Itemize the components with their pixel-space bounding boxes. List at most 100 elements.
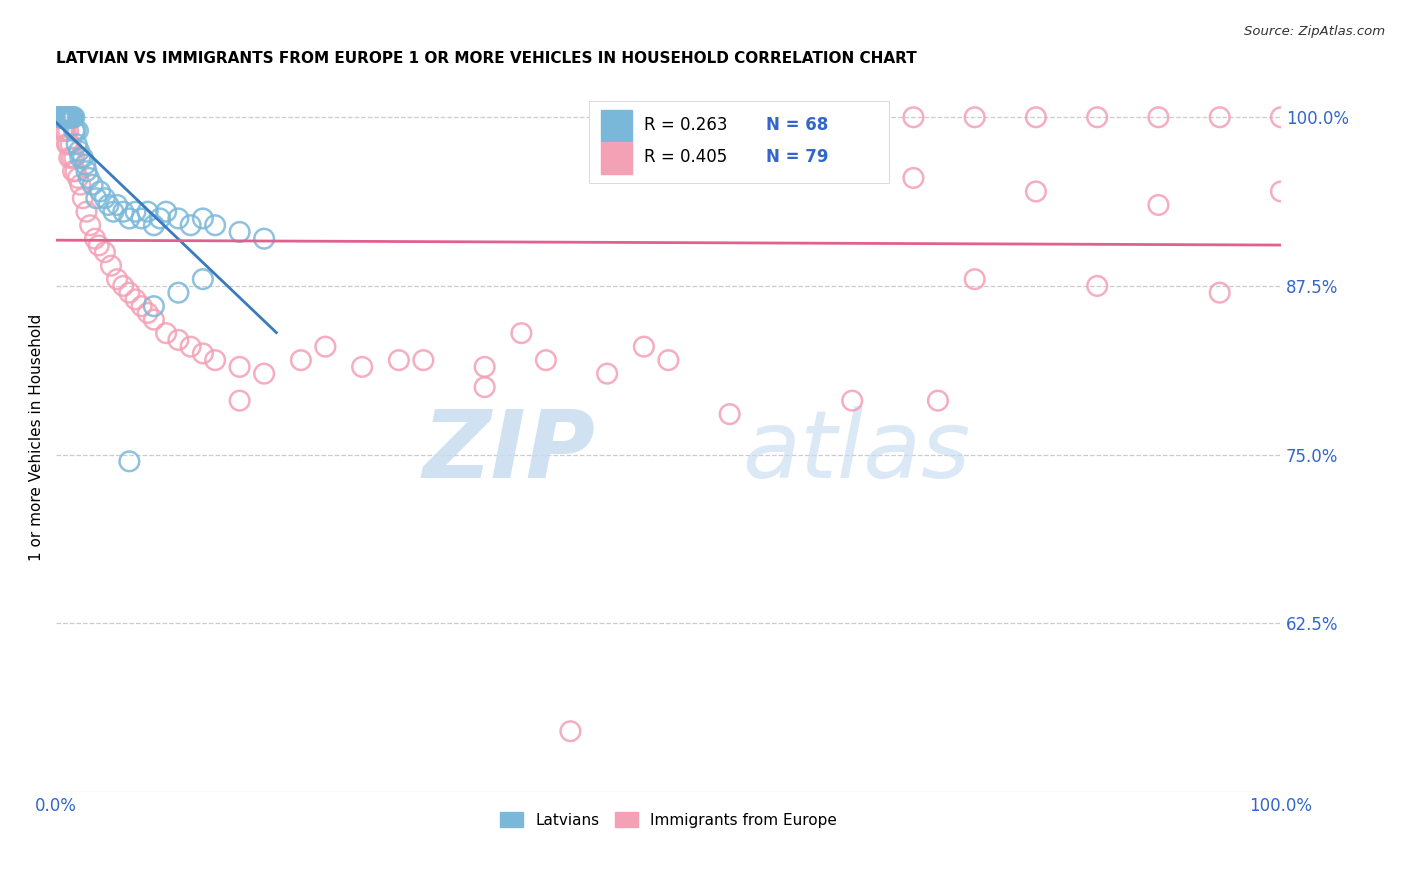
Point <box>72 151 94 165</box>
Point <box>560 724 582 739</box>
Point <box>67 144 90 158</box>
Point <box>180 340 202 354</box>
Point <box>112 204 135 219</box>
Point <box>657 151 679 165</box>
Point <box>63 110 86 124</box>
Point <box>59 110 82 124</box>
Point <box>841 393 863 408</box>
Point <box>103 204 125 219</box>
Point <box>72 191 94 205</box>
Point <box>56 110 79 124</box>
Point <box>84 232 107 246</box>
Point <box>53 110 76 124</box>
Point <box>352 359 374 374</box>
Point <box>903 171 925 186</box>
Legend: Latvians, Immigrants from Europe: Latvians, Immigrants from Europe <box>494 805 842 834</box>
Point <box>204 218 226 232</box>
Point <box>60 110 83 124</box>
Point <box>76 164 98 178</box>
Point <box>633 340 655 354</box>
Point <box>780 164 803 178</box>
Point <box>718 110 741 124</box>
Text: LATVIAN VS IMMIGRANTS FROM EUROPE 1 OR MORE VEHICLES IN HOUSEHOLD CORRELATION CH: LATVIAN VS IMMIGRANTS FROM EUROPE 1 OR M… <box>56 51 917 66</box>
Point <box>131 211 153 226</box>
Point <box>48 110 70 124</box>
Point <box>69 178 91 192</box>
Point <box>963 272 986 286</box>
Point <box>474 359 496 374</box>
Bar <box>600 143 631 174</box>
Point <box>52 110 75 124</box>
Point <box>62 164 84 178</box>
Point <box>1208 285 1230 300</box>
Point <box>142 299 165 313</box>
Point <box>228 225 250 239</box>
Point <box>1025 110 1047 124</box>
Point <box>48 110 70 124</box>
Point <box>52 124 75 138</box>
Point <box>112 279 135 293</box>
Point <box>124 204 146 219</box>
Text: N = 68: N = 68 <box>766 116 828 134</box>
Point <box>56 110 79 124</box>
Point <box>718 407 741 421</box>
Point <box>65 124 87 138</box>
Point <box>51 110 73 124</box>
Point <box>53 110 76 124</box>
Point <box>228 359 250 374</box>
Point <box>53 110 76 124</box>
Point <box>534 353 557 368</box>
Point <box>136 306 159 320</box>
Point <box>60 110 83 124</box>
Point <box>48 110 70 124</box>
Point <box>52 110 75 124</box>
Point <box>167 333 190 347</box>
Point <box>118 211 141 226</box>
Point <box>1208 110 1230 124</box>
Point <box>56 137 79 152</box>
Point <box>596 367 619 381</box>
Point <box>51 124 73 138</box>
Point <box>55 110 77 124</box>
Point <box>314 340 336 354</box>
Point <box>118 285 141 300</box>
Point <box>62 110 84 124</box>
Text: atlas: atlas <box>742 407 970 498</box>
Point <box>142 312 165 326</box>
Point <box>903 110 925 124</box>
Point <box>167 285 190 300</box>
Point <box>60 151 83 165</box>
Point <box>58 110 80 124</box>
Point <box>66 171 89 186</box>
Point <box>59 137 82 152</box>
Point <box>131 299 153 313</box>
Point <box>1085 110 1108 124</box>
Point <box>58 110 80 124</box>
Point <box>388 353 411 368</box>
Point <box>53 124 76 138</box>
Point <box>51 110 73 124</box>
Point <box>56 110 79 124</box>
Point <box>55 110 77 124</box>
Point <box>1147 110 1170 124</box>
Point <box>124 293 146 307</box>
Point <box>290 353 312 368</box>
Point <box>1147 198 1170 212</box>
Point <box>1025 185 1047 199</box>
Point <box>63 124 86 138</box>
Point <box>191 346 214 360</box>
Point <box>510 326 533 340</box>
Point <box>474 380 496 394</box>
Point <box>118 454 141 468</box>
Point <box>59 110 82 124</box>
Point <box>1085 279 1108 293</box>
Point <box>253 232 276 246</box>
Point <box>963 110 986 124</box>
Point <box>87 238 110 252</box>
Text: R = 0.405: R = 0.405 <box>644 148 727 166</box>
Point <box>55 110 77 124</box>
Text: ZIP: ZIP <box>422 406 595 498</box>
Point <box>49 110 72 124</box>
Point <box>51 110 73 124</box>
Point <box>56 124 79 138</box>
